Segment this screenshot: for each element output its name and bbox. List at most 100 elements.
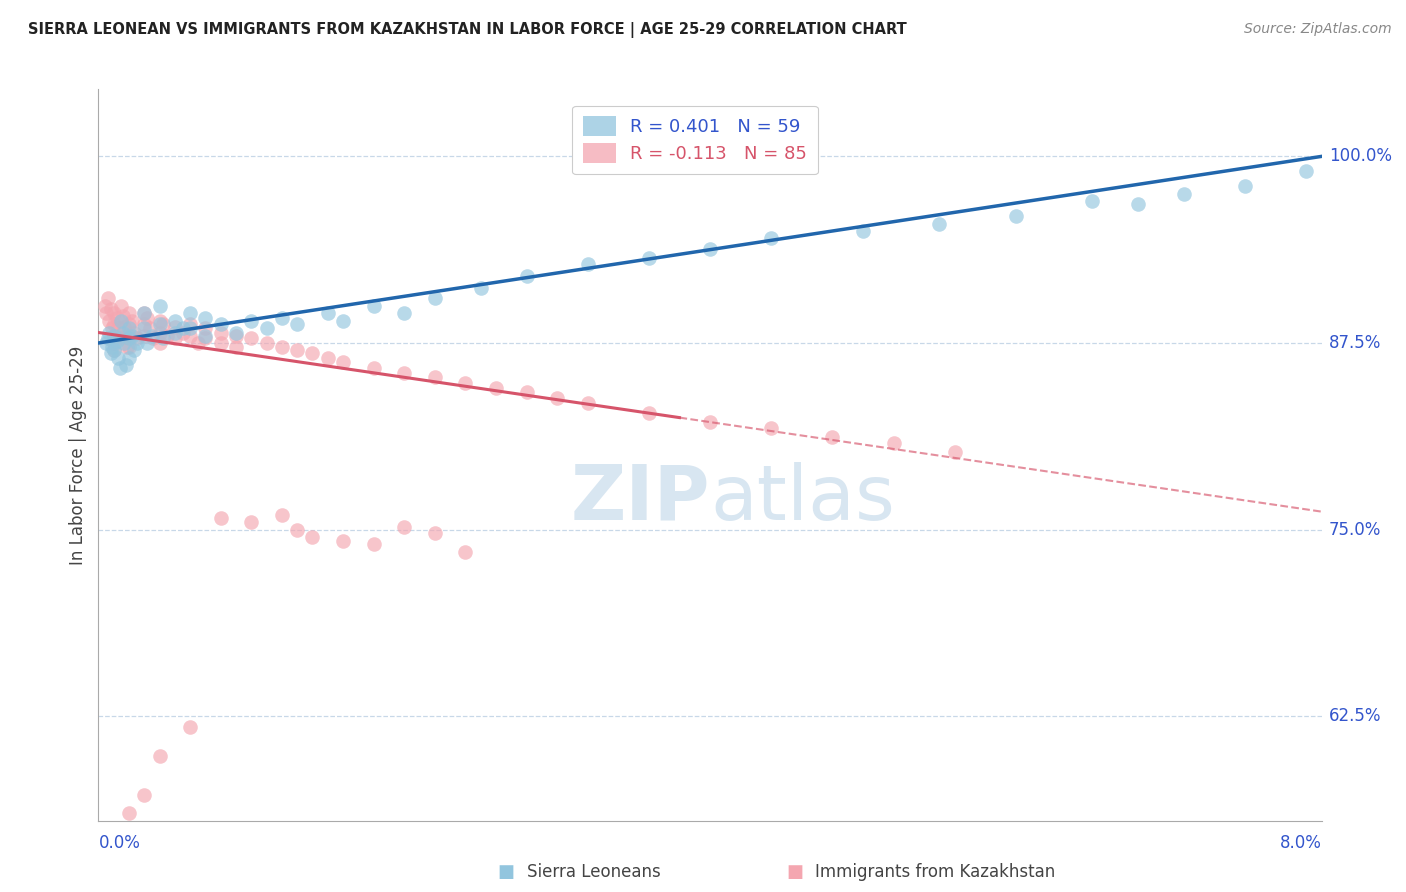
Point [121, 313, 143, 327]
Point [270, 310, 294, 325]
Point [179, 306, 201, 320]
Point [103, 317, 125, 331]
Point [110, 299, 132, 313]
Point [100, 346, 122, 360]
Point [125, 335, 148, 350]
Point [316, 351, 339, 365]
Point [101, 321, 124, 335]
Point [821, 430, 844, 444]
Point [107, 321, 129, 335]
Point [209, 326, 232, 340]
Text: 100.0%: 100.0% [1329, 147, 1392, 165]
Point [152, 331, 174, 345]
Point [111, 309, 134, 323]
Point [149, 317, 172, 331]
Point [256, 335, 278, 350]
Point [363, 361, 385, 376]
Point [187, 335, 209, 350]
Point [194, 321, 217, 335]
Point [136, 310, 159, 325]
Point [118, 806, 141, 821]
Point [637, 406, 661, 420]
Point [316, 306, 339, 320]
Point [576, 257, 599, 271]
Point [423, 291, 446, 305]
Point [392, 519, 416, 533]
Point [139, 321, 162, 335]
Text: 0.0%: 0.0% [98, 834, 141, 852]
Point [98, 326, 121, 340]
Point [134, 317, 156, 331]
Point [121, 328, 143, 343]
Point [118, 328, 141, 343]
Point [928, 217, 950, 231]
Point [163, 313, 186, 327]
Point [699, 415, 721, 429]
Point [112, 319, 135, 334]
Point [141, 328, 163, 343]
Point [637, 251, 661, 265]
Point [149, 335, 172, 350]
Point [94, 335, 117, 350]
Text: Immigrants from Kazakhstan: Immigrants from Kazakhstan [815, 863, 1056, 881]
Point [1004, 209, 1026, 223]
Point [301, 346, 323, 360]
Point [103, 328, 125, 343]
Point [270, 508, 294, 522]
Point [285, 317, 308, 331]
Text: 87.5%: 87.5% [1329, 334, 1381, 352]
Point [149, 749, 172, 764]
Point [122, 343, 145, 358]
Point [163, 331, 186, 345]
Point [152, 317, 174, 331]
Point [112, 335, 135, 350]
Point [454, 545, 477, 559]
Point [699, 242, 721, 256]
Point [101, 341, 124, 355]
Point [454, 376, 477, 391]
Point [107, 351, 129, 365]
Text: 8.0%: 8.0% [1279, 834, 1322, 852]
Point [110, 313, 132, 327]
Text: Source: ZipAtlas.com: Source: ZipAtlas.com [1244, 22, 1392, 37]
Point [108, 331, 131, 345]
Point [225, 326, 247, 340]
Point [117, 341, 139, 355]
Point [105, 334, 128, 349]
Point [1234, 179, 1257, 194]
Point [332, 313, 354, 327]
Point [172, 326, 194, 340]
Point [209, 510, 232, 524]
Point [576, 395, 599, 409]
Point [1295, 164, 1317, 178]
Point [134, 789, 156, 803]
Point [118, 351, 141, 365]
Point [118, 824, 141, 838]
Point [516, 268, 538, 283]
Point [142, 331, 165, 345]
Point [134, 306, 156, 320]
Point [149, 299, 172, 313]
Point [240, 313, 263, 327]
Point [179, 720, 201, 734]
Point [118, 317, 141, 331]
Point [98, 313, 121, 327]
Point [103, 335, 125, 350]
Point [118, 306, 141, 320]
Point [194, 331, 217, 345]
Point [392, 306, 416, 320]
Text: SIERRA LEONEAN VS IMMIGRANTS FROM KAZAKHSTAN IN LABOR FORCE | AGE 25-29 CORRELAT: SIERRA LEONEAN VS IMMIGRANTS FROM KAZAKH… [28, 22, 907, 38]
Text: ■: ■ [786, 863, 803, 881]
Point [111, 326, 134, 340]
Point [194, 328, 217, 343]
Point [134, 321, 156, 335]
Point [105, 310, 128, 325]
Point [270, 341, 294, 355]
Point [363, 537, 385, 551]
Point [943, 445, 966, 459]
Point [332, 534, 354, 549]
Point [225, 341, 247, 355]
Point [97, 291, 120, 305]
Point [194, 310, 217, 325]
Y-axis label: In Labor Force | Age 25-29: In Labor Force | Age 25-29 [69, 345, 87, 565]
